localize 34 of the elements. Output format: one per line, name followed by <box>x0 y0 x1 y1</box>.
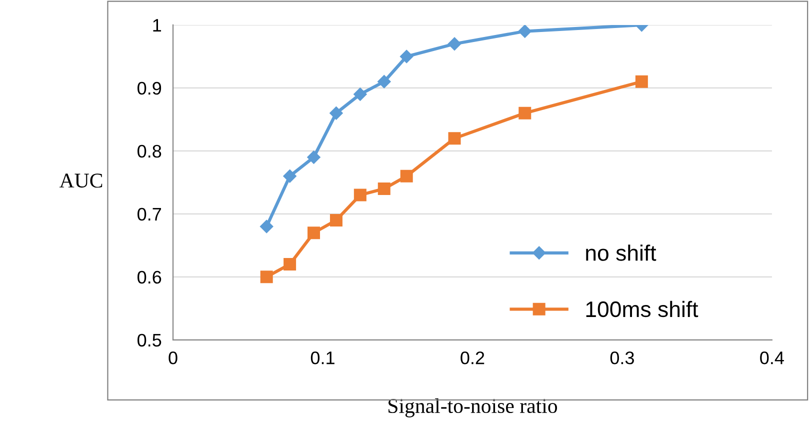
y-tick-label: 1 <box>153 19 162 32</box>
point <box>260 220 274 234</box>
x-tick-label: 0.1 <box>310 351 334 364</box>
point <box>400 170 413 182</box>
point <box>518 106 532 120</box>
point <box>354 88 367 101</box>
point <box>330 214 342 226</box>
point <box>400 50 414 64</box>
point <box>260 270 273 284</box>
point <box>283 170 296 183</box>
y-tick-label: 0.5 <box>138 334 162 347</box>
legend-label: 100ms shift <box>586 300 698 318</box>
legend-label: no shift <box>586 244 656 261</box>
point <box>518 24 532 38</box>
y-tick-label: 0.7 <box>138 208 161 221</box>
x-tick-label: 0.3 <box>610 351 634 364</box>
y-tick-label: 0.9 <box>138 82 162 95</box>
point <box>330 106 343 120</box>
y-tick-label: 0.8 <box>138 144 162 158</box>
point <box>284 258 296 271</box>
x-axis-title: Signal-to-noise ratio <box>388 398 558 418</box>
point <box>308 226 320 240</box>
x-tick-label: 0.4 <box>760 351 784 364</box>
point <box>635 75 648 88</box>
y-tick-label: 0.6 <box>138 270 162 284</box>
point <box>448 37 462 50</box>
point <box>448 132 461 145</box>
point <box>354 188 366 202</box>
x-tick-label: 0.2 <box>460 351 484 364</box>
point <box>378 75 391 88</box>
point <box>307 150 320 164</box>
point <box>378 182 390 195</box>
x-tick-label: 0 <box>168 351 178 364</box>
y-axis-title: AUC <box>59 174 102 188</box>
